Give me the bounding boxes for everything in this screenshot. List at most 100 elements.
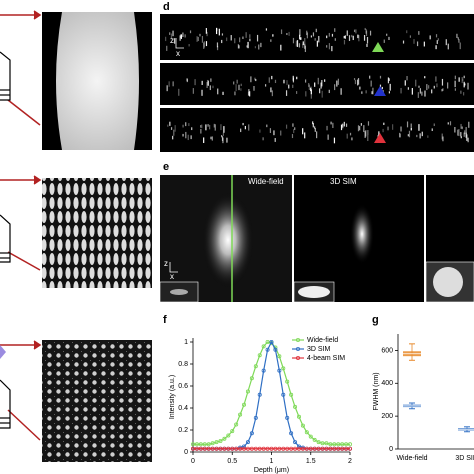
speckle — [302, 128, 304, 135]
speckle — [431, 89, 433, 94]
speckle — [364, 27, 366, 31]
speckle — [416, 41, 419, 47]
speckle — [321, 90, 323, 98]
speckle — [274, 138, 276, 142]
speckle — [328, 32, 330, 37]
point — [332, 446, 337, 451]
speckle — [367, 121, 370, 126]
point — [238, 412, 243, 417]
point — [340, 446, 345, 451]
point — [238, 446, 243, 451]
speckle — [187, 134, 189, 141]
speckle — [318, 35, 320, 43]
x-tick-label: 3D SIM — [455, 455, 474, 462]
speckle — [407, 87, 409, 90]
y-tick-label: 0.6 — [178, 383, 188, 390]
speckle — [433, 85, 435, 89]
speckle — [413, 39, 415, 44]
speckle — [233, 81, 235, 85]
speckle — [246, 45, 248, 48]
speckle — [468, 121, 470, 128]
speckle — [209, 85, 211, 91]
speckle — [454, 80, 456, 88]
speckle — [400, 87, 402, 94]
speckle — [427, 135, 429, 138]
speckle — [416, 134, 418, 138]
speckle — [304, 132, 306, 139]
speckle — [340, 124, 343, 131]
speckle — [361, 91, 363, 94]
speckle — [254, 46, 257, 49]
speckle — [314, 82, 316, 87]
speckle — [317, 77, 319, 85]
speckle — [222, 91, 224, 95]
speckle — [363, 125, 365, 133]
speckle — [310, 92, 312, 99]
speckle — [259, 129, 261, 133]
speckle — [236, 79, 238, 84]
speckle — [381, 86, 383, 90]
inset-psf — [433, 267, 463, 297]
speckle — [280, 130, 282, 136]
speckle — [285, 90, 288, 96]
speckle — [201, 124, 203, 129]
point — [300, 423, 305, 428]
speckle — [383, 39, 385, 43]
speckle — [185, 131, 187, 139]
speckle — [389, 83, 391, 91]
speckle — [415, 79, 417, 87]
speckle — [331, 33, 334, 37]
speckle — [286, 33, 288, 36]
speckle — [256, 34, 259, 42]
speckle — [460, 132, 462, 137]
image-strip — [160, 14, 474, 60]
point — [300, 446, 305, 451]
speckle — [280, 29, 283, 35]
speckle — [421, 91, 423, 96]
speckle — [431, 128, 433, 132]
point — [332, 442, 337, 447]
speckle — [328, 43, 331, 50]
speckle — [357, 34, 359, 39]
point — [304, 430, 309, 435]
speckle — [352, 35, 354, 41]
x-axis-label: Depth (μm) — [254, 467, 289, 474]
speckle — [334, 28, 336, 32]
point — [261, 344, 266, 349]
y-axis-label: Intensity (a.u.) — [169, 375, 176, 419]
point — [316, 440, 321, 445]
speckle — [366, 36, 369, 44]
point — [206, 442, 211, 447]
speckle — [344, 35, 346, 39]
speckle — [408, 130, 411, 138]
speckle — [214, 124, 216, 131]
speckle — [418, 85, 420, 88]
speckle — [296, 76, 298, 80]
speckle — [464, 130, 466, 135]
point — [194, 446, 199, 451]
speckle — [197, 36, 199, 42]
x-tick-label: 2 — [348, 458, 352, 465]
speckle — [337, 78, 339, 85]
point — [226, 446, 231, 451]
speckle — [399, 132, 401, 138]
psf — [350, 204, 374, 264]
speckle — [172, 30, 174, 37]
speckle — [387, 126, 389, 131]
legend-label: Wide-field — [307, 337, 338, 344]
speckle — [388, 91, 390, 94]
speckle — [308, 84, 310, 90]
point — [285, 415, 290, 420]
speckle — [200, 125, 202, 128]
speckle — [447, 122, 449, 125]
speckle — [266, 124, 268, 128]
speckle — [172, 81, 174, 87]
speckle — [365, 130, 367, 137]
point — [265, 339, 270, 344]
speckle — [249, 34, 251, 38]
speckle — [249, 91, 251, 97]
axis-z: z — [170, 36, 174, 45]
speckle — [445, 39, 447, 46]
speckle — [320, 82, 322, 89]
speckle — [410, 123, 412, 128]
